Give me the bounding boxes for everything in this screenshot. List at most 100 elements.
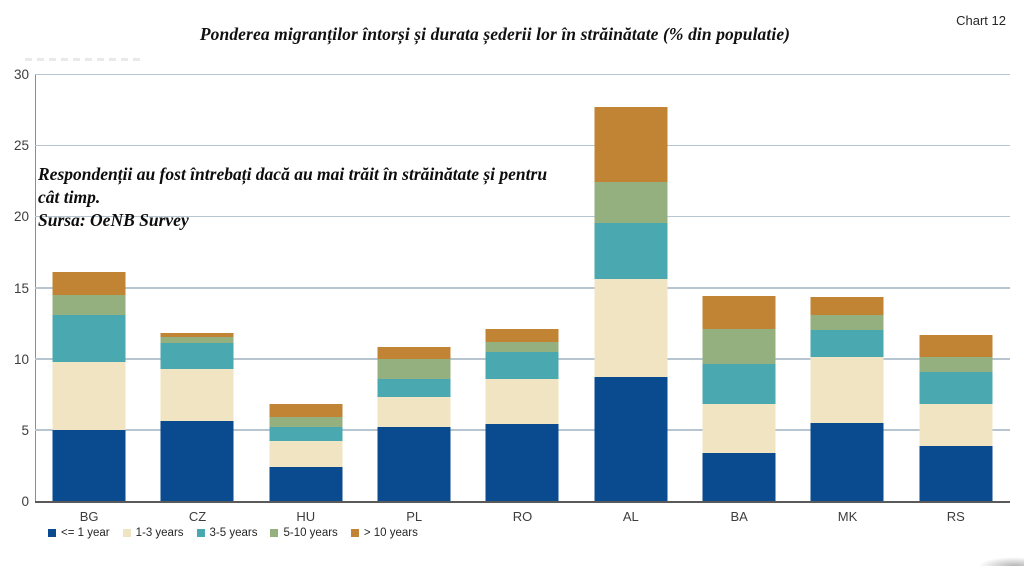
bar-segment-AL--1-year bbox=[594, 377, 668, 501]
bar-MK bbox=[810, 297, 884, 501]
bar-segment-MK--1-year bbox=[810, 422, 884, 501]
legend-item--1-year: <= 1 year bbox=[48, 527, 110, 539]
bar-segment-RO-1-3-years bbox=[485, 378, 559, 425]
x-tick-label-BA: BA bbox=[730, 509, 748, 524]
x-tick-label-AL: AL bbox=[622, 509, 639, 524]
bar-slot-RO bbox=[468, 74, 576, 501]
bar-segment-PL-1-3-years bbox=[377, 397, 451, 427]
x-axis-baseline bbox=[35, 501, 1010, 503]
annotation-source: Sursa: OeNB Survey bbox=[38, 210, 189, 230]
bar-segment-RO--10-years bbox=[485, 328, 559, 342]
x-tick-label-MK: MK bbox=[837, 509, 858, 524]
bar-segment-HU-3-5-years bbox=[269, 427, 343, 442]
y-tick-label-20: 20 bbox=[13, 209, 29, 225]
bar-segment-BG-5-10-years bbox=[52, 294, 126, 315]
bar-segment-HU-1-3-years bbox=[269, 441, 343, 467]
legend-label: 1-3 years bbox=[135, 527, 184, 539]
bar-segment-BA-3-5-years bbox=[702, 364, 776, 405]
bar-segment-CZ-1-3-years bbox=[160, 368, 234, 422]
bar-slot-MK bbox=[793, 74, 901, 501]
legend-item-1-3-years: 1-3 years bbox=[122, 527, 184, 539]
legend-item-5-10-years: 5-10 years bbox=[270, 527, 338, 539]
bar-segment-CZ--1-year bbox=[160, 421, 234, 501]
bar-segment-RS--1-year bbox=[919, 445, 993, 501]
bar-segment-BA-5-10-years bbox=[702, 328, 776, 365]
y-tick-label-15: 15 bbox=[13, 280, 29, 296]
bar-segment-PL-3-5-years bbox=[377, 378, 451, 398]
bar-RO bbox=[485, 328, 559, 501]
bar-segment-CZ--10-years bbox=[160, 333, 234, 338]
legend-item--10-years: > 10 years bbox=[350, 527, 418, 539]
bar-segment-RS-1-3-years bbox=[919, 404, 993, 446]
legend-label: > 10 years bbox=[363, 527, 418, 539]
bar-slot-CZ bbox=[143, 74, 251, 501]
bar-segment-BG--1-year bbox=[52, 429, 126, 501]
bar-slot-BG bbox=[35, 74, 143, 501]
bar-slot-PL bbox=[360, 74, 468, 501]
x-tick-label-CZ: CZ bbox=[188, 509, 207, 524]
legend-label: 5-10 years bbox=[283, 527, 338, 539]
y-tick-label-25: 25 bbox=[13, 138, 29, 154]
gridline-y-25 bbox=[35, 144, 1010, 147]
faded-text-artifact bbox=[25, 58, 140, 61]
bar-segment-HU--1-year bbox=[269, 466, 343, 501]
bar-segment-RS--10-years bbox=[919, 334, 993, 358]
bar-segment-MK-3-5-years bbox=[810, 330, 884, 358]
y-tick-label-5: 5 bbox=[21, 422, 29, 438]
legend-swatch-icon bbox=[122, 529, 131, 537]
bar-segment-AL-3-5-years bbox=[594, 223, 668, 279]
bar-segment-RO-5-10-years bbox=[485, 341, 559, 352]
legend-swatch-icon bbox=[48, 529, 56, 537]
bar-segment-RO-3-5-years bbox=[485, 351, 559, 379]
bar-slot-AL bbox=[577, 74, 685, 501]
gridline-y-20 bbox=[35, 215, 1010, 218]
x-tick-label-RO: RO bbox=[512, 509, 533, 524]
legend-label: 3-5 years bbox=[209, 527, 258, 539]
x-tick-label-HU: HU bbox=[296, 509, 316, 524]
bar-CZ bbox=[160, 333, 234, 501]
bar-segment-AL--10-years bbox=[594, 106, 668, 183]
bar-segment-PL--1-year bbox=[377, 427, 451, 501]
y-tick-label-0: 0 bbox=[21, 494, 29, 509]
bar-segment-AL-1-3-years bbox=[594, 278, 668, 378]
legend-item-3-5-years: 3-5 years bbox=[196, 527, 258, 539]
bar-segment-MK-5-10-years bbox=[810, 314, 884, 331]
x-tick-label-PL: PL bbox=[406, 509, 423, 524]
y-tick-label-30: 30 bbox=[13, 67, 29, 82]
legend-swatch-icon bbox=[350, 529, 359, 537]
bar-segment-RS-5-10-years bbox=[919, 357, 993, 372]
bar-segment-BA-1-3-years bbox=[702, 404, 776, 453]
bar-segment-PL-5-10-years bbox=[377, 358, 451, 379]
gridline-y-15 bbox=[35, 287, 1010, 289]
bar-segment-PL--10-years bbox=[377, 347, 451, 359]
chart-number-label: Chart 12 bbox=[956, 13, 1006, 28]
bar-segment-BA--10-years bbox=[702, 296, 776, 329]
annotation-line-2: cât timp. bbox=[38, 187, 101, 207]
chart-annotation: Respondenții au fost întrebați dacă au m… bbox=[38, 163, 658, 232]
bar-segment-BG-1-3-years bbox=[52, 361, 126, 430]
legend-label: <= 1 year bbox=[61, 527, 110, 539]
bar-segment-MK-1-3-years bbox=[810, 357, 884, 423]
legend: <= 1 year 1-3 years 3-5 years 5-10 years > 1… bbox=[48, 527, 418, 539]
bar-segment-BA--1-year bbox=[702, 452, 776, 501]
bar-slot-HU bbox=[252, 74, 360, 501]
bar-AL bbox=[594, 106, 668, 501]
bar-segment-BG--10-years bbox=[52, 271, 126, 295]
bar-segment-CZ-3-5-years bbox=[160, 343, 234, 369]
bar-segment-AL-5-10-years bbox=[594, 182, 668, 224]
bar-segment-HU--10-years bbox=[269, 404, 343, 418]
gridline-y-30 bbox=[35, 73, 1010, 75]
bar-segment-CZ-5-10-years bbox=[160, 337, 234, 344]
bar-BG bbox=[52, 271, 126, 501]
bar-segment-BG-3-5-years bbox=[52, 314, 126, 362]
bar-BA bbox=[702, 296, 776, 501]
bar-slot-RS bbox=[902, 74, 1010, 501]
y-tick-label-10: 10 bbox=[13, 351, 29, 367]
x-tick-label-BG: BG bbox=[79, 509, 99, 524]
bar-segment-RO--1-year bbox=[485, 424, 559, 501]
x-tick-label-RS: RS bbox=[946, 509, 965, 524]
bar-HU bbox=[269, 404, 343, 501]
legend-swatch-icon bbox=[196, 529, 205, 537]
bar-segment-MK--10-years bbox=[810, 297, 884, 315]
